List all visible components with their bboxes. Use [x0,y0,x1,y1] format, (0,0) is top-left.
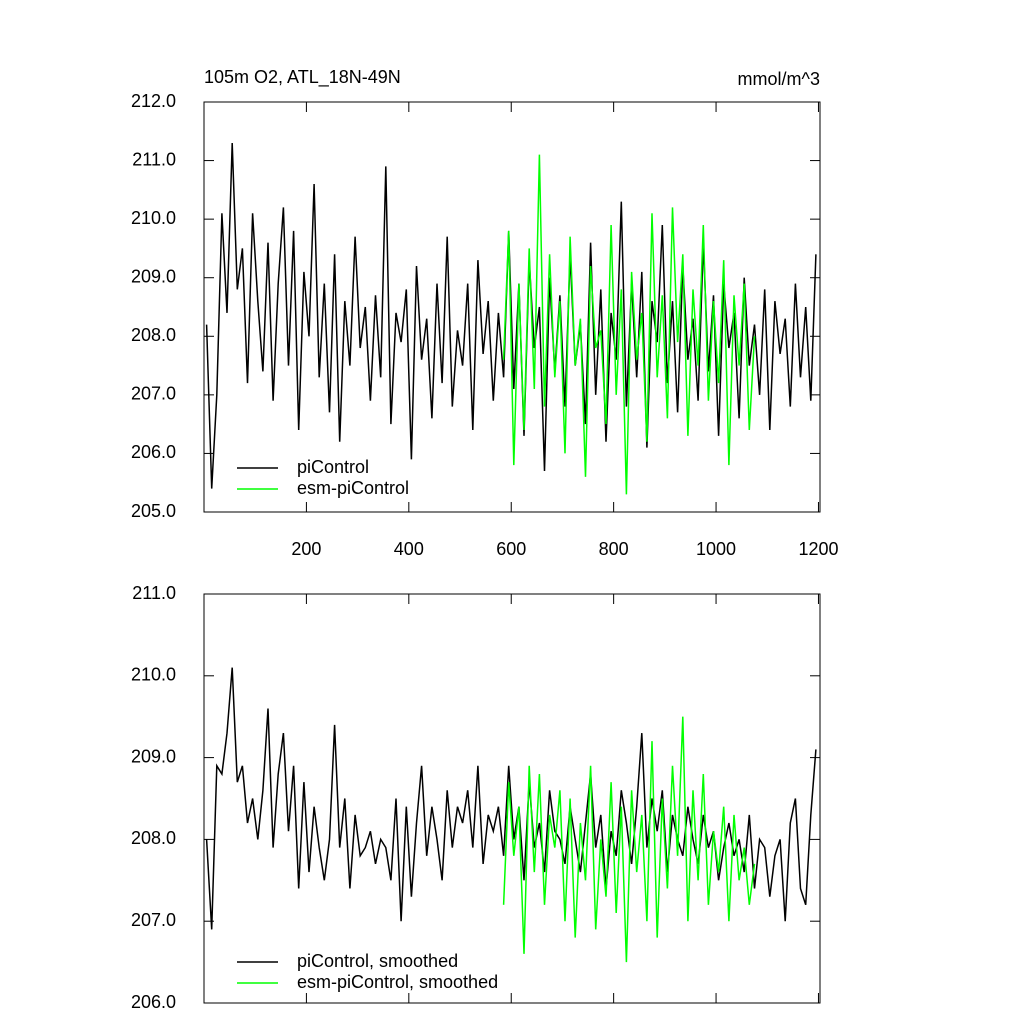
y-tick-label: 206.0 [131,992,176,1012]
chart-title: 105m O2, ATL_18N-49N [204,67,401,88]
y-tick-label: 208.0 [131,325,176,345]
x-tick-label: 400 [394,539,424,559]
y-tick-label: 205.0 [131,501,176,521]
plot-frame [203,593,821,1004]
y-tick-label: 208.0 [131,828,176,848]
legend-label: esm-piControl [297,478,409,498]
x-tick-label: 600 [496,539,526,559]
y-tick-label: 210.0 [131,208,176,228]
y-tick-label: 212.0 [131,91,176,111]
plot-frame [203,101,821,513]
y-tick-label: 210.0 [131,665,176,685]
legend-label: piControl, smoothed [297,951,458,971]
x-tick-label: 800 [599,539,629,559]
data-line [502,154,756,495]
y-tick-label: 209.0 [131,746,176,766]
data-line [205,667,817,930]
legend-label: esm-piControl, smoothed [297,972,498,992]
data-line [502,716,756,963]
y-tick-label: 206.0 [131,442,176,462]
x-tick-label: 200 [291,539,321,559]
x-tick-label: 1200 [798,539,838,559]
x-tick-label: 1000 [696,539,736,559]
y-tick-label: 211.0 [132,583,176,603]
y-tick-label: 209.0 [131,266,176,286]
units-label: mmol/m^3 [738,69,820,89]
legend-label: piControl [297,457,369,477]
y-tick-label: 211.0 [132,149,176,169]
y-tick-label: 207.0 [131,910,176,930]
y-tick-label: 207.0 [131,384,176,404]
